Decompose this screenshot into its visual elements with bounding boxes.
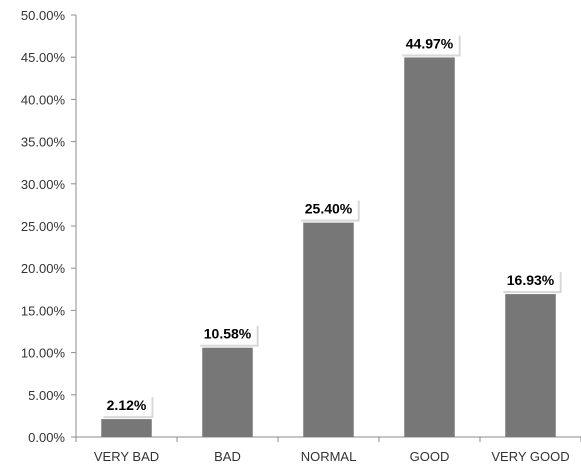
data-label-box	[501, 270, 560, 292]
bar	[101, 419, 152, 437]
y-axis: 0.00% 5.00% 10.00% 15.00% 20.00% 25.00% 30.00%…	[21, 8, 77, 445]
y-tick-label: 30.00%	[21, 177, 66, 192]
bar	[303, 222, 354, 437]
y-tick-label: 10.00%	[21, 346, 66, 361]
y-tick-label: 35.00%	[21, 135, 66, 150]
x-tick-label: GOOD	[410, 449, 450, 464]
data-label-box	[299, 198, 358, 220]
y-tick-label: 0.00%	[28, 430, 65, 445]
bar	[202, 347, 253, 437]
y-tick-label: 15.00%	[21, 303, 66, 318]
y-tick-label: 40.00%	[21, 92, 66, 107]
y-tick-label: 25.00%	[21, 219, 66, 234]
y-tick-label: 45.00%	[21, 50, 66, 65]
data-label: 44.97%	[406, 35, 454, 51]
y-tick-label: 5.00%	[28, 388, 65, 403]
data-label: 2.12%	[107, 397, 147, 413]
bars	[101, 57, 556, 438]
data-label: 16.93%	[507, 272, 555, 288]
x-axis: VERY BAD BAD NORMAL GOOD VERY GOOD	[75, 436, 581, 464]
x-tick-label: VERY GOOD	[491, 449, 569, 464]
data-label-box	[400, 33, 459, 55]
data-label: 25.40%	[305, 201, 353, 217]
bar	[505, 294, 556, 437]
x-tick-label: VERY BAD	[94, 449, 159, 464]
x-tick-label: BAD	[214, 449, 241, 464]
y-tick-label: 50.00%	[21, 8, 66, 23]
y-tick-label: 20.00%	[21, 261, 66, 276]
data-label-box	[198, 323, 257, 345]
data-labels: 2.12% 10.58% 25.40% 44.97% 16.93%	[101, 33, 562, 419]
data-label: 10.58%	[204, 326, 252, 342]
x-tick-label: NORMAL	[301, 449, 357, 464]
data-label-box	[101, 395, 152, 417]
bar	[404, 57, 455, 438]
